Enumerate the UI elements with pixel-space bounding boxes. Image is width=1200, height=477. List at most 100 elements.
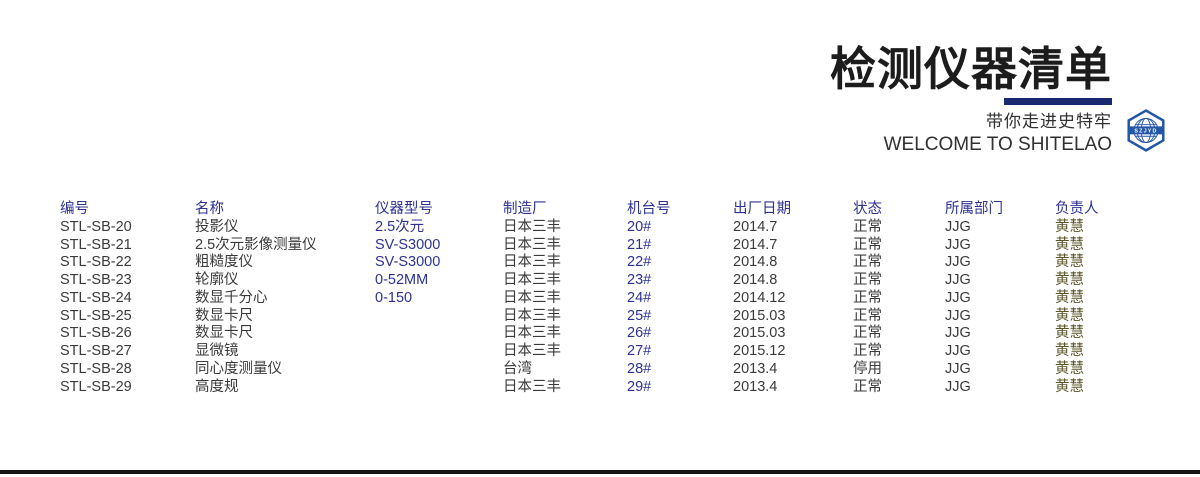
company-logo-icon: SZJYD (1125, 109, 1167, 153)
column-header-status: 状态 (853, 201, 882, 217)
cell-owner: 黄慧 (1055, 378, 1084, 395)
cell-owner: 黄慧 (1055, 360, 1084, 377)
cell-model (375, 379, 503, 397)
column-header-factory_date: 出厂日期 (733, 201, 791, 217)
cell-machine_no: 22# (627, 254, 652, 271)
cell-id: STL-SB-24 (60, 289, 132, 306)
column-header-name: 名称 (195, 201, 224, 217)
column-header-department: 所属部门 (945, 201, 1003, 217)
cell-manufacturer: 日本三丰 (503, 307, 561, 324)
column-header-id: 编号 (60, 201, 89, 217)
cell-factory_date: 2014.8 (733, 272, 778, 288)
cell-model (375, 308, 503, 326)
cell-name: 投影仪 (195, 218, 239, 235)
cell-id: STL-SB-23 (60, 272, 132, 288)
instrument-table: 编号 名称 仪器型号 制造厂 机台号 出厂日期 状态 所属部门 负责人 STL-SB-20 投影仪 2… (60, 201, 1145, 396)
cell-owner: 黄慧 (1055, 289, 1084, 306)
cell-machine_no: 26# (627, 325, 652, 342)
cell-machine_no: 25# (627, 307, 652, 324)
cell-owner: 黄慧 (1055, 254, 1084, 271)
cell-manufacturer: 日本三丰 (503, 289, 561, 306)
cell-name: 数显卡尺 (195, 307, 253, 324)
cell-status: 正常 (853, 307, 882, 324)
cell-department: JJG (945, 236, 971, 253)
title-underline (1004, 98, 1112, 105)
cell-model: SV-S3000 (375, 236, 441, 253)
cell-name: 2.5次元影像测量仪 (195, 236, 317, 253)
cell-department: JJG (945, 343, 971, 359)
tagline-zh: 带你走进史特牢 (986, 112, 1112, 131)
cell-name: 显微镜 (195, 343, 239, 359)
cell-machine_no: 24# (627, 289, 652, 306)
cell-name: 粗糙度仪 (195, 254, 253, 271)
cell-machine_no: 21# (627, 236, 652, 253)
cell-manufacturer: 日本三丰 (503, 254, 561, 271)
tagline-en: WELCOME TO SHITELAO (883, 134, 1112, 155)
page-title: 检测仪器清单 (830, 43, 1112, 95)
cell-name: 同心度测量仪 (195, 360, 282, 377)
cell-machine_no: 23# (627, 272, 652, 288)
cell-factory_date: 2015.03 (733, 307, 786, 324)
cell-id: STL-SB-28 (60, 360, 132, 377)
column-header-machine_no: 机台号 (627, 201, 671, 217)
column-header-model: 仪器型号 (375, 201, 433, 217)
cell-factory_date: 2014.12 (733, 289, 786, 306)
logo-hexagon (1127, 109, 1165, 152)
cell-machine_no: 29# (627, 378, 652, 395)
cell-status: 正常 (853, 236, 882, 253)
cell-model (375, 361, 503, 379)
cell-id: STL-SB-26 (60, 325, 132, 342)
cell-manufacturer: 日本三丰 (503, 343, 561, 359)
bottom-bar (0, 470, 1200, 474)
cell-status: 停用 (853, 360, 882, 377)
cell-department: JJG (945, 218, 971, 235)
cell-id: STL-SB-29 (60, 378, 132, 395)
cell-model (375, 343, 503, 361)
cell-owner: 黄慧 (1055, 236, 1084, 253)
cell-status: 正常 (853, 289, 882, 306)
cell-status: 正常 (853, 325, 882, 342)
cell-manufacturer: 台湾 (503, 360, 532, 377)
cell-name: 高度规 (195, 378, 239, 395)
cell-factory_date: 2014.8 (733, 254, 778, 271)
cell-manufacturer: 日本三丰 (503, 325, 561, 342)
column-header-manufacturer: 制造厂 (503, 201, 547, 217)
cell-owner: 黄慧 (1055, 343, 1084, 359)
cell-factory_date: 2014.7 (733, 236, 778, 253)
column-header-owner: 负责人 (1055, 201, 1099, 217)
cell-model: 2.5次元 (375, 218, 425, 235)
cell-owner: 黄慧 (1055, 325, 1084, 342)
cell-status: 正常 (853, 218, 882, 235)
cell-status: 正常 (853, 378, 882, 395)
cell-id: STL-SB-22 (60, 254, 132, 271)
cell-machine_no: 20# (627, 218, 652, 235)
cell-machine_no: 27# (627, 343, 652, 359)
cell-factory_date: 2015.12 (733, 343, 786, 359)
logo-text: SZJYD (1134, 128, 1157, 134)
cell-id: STL-SB-25 (60, 307, 132, 324)
cell-factory_date: 2015.03 (733, 325, 786, 342)
cell-owner: 黄慧 (1055, 218, 1084, 235)
cell-id: STL-SB-21 (60, 236, 132, 253)
cell-department: JJG (945, 378, 971, 395)
cell-department: JJG (945, 360, 971, 377)
cell-id: STL-SB-20 (60, 218, 132, 235)
cell-name: 数显千分心 (195, 289, 268, 306)
cell-manufacturer: 日本三丰 (503, 378, 561, 395)
cell-owner: 黄慧 (1055, 272, 1084, 288)
cell-name: 轮廓仪 (195, 272, 239, 288)
cell-status: 正常 (853, 254, 882, 271)
cell-manufacturer: 日本三丰 (503, 218, 561, 235)
cell-department: JJG (945, 325, 971, 342)
masthead: 检测仪器清单 带你走进史特牢 WELCOME TO SHITELAO (830, 42, 1112, 156)
cell-model (375, 325, 503, 343)
logo-banner (1129, 126, 1163, 135)
cell-id: STL-SB-27 (60, 343, 132, 359)
cell-factory_date: 2013.4 (733, 378, 778, 395)
cell-department: JJG (945, 254, 971, 271)
cell-department: JJG (945, 289, 971, 306)
cell-name: 数显卡尺 (195, 325, 253, 342)
cell-model: SV-S3000 (375, 254, 441, 271)
cell-status: 正常 (853, 343, 882, 359)
